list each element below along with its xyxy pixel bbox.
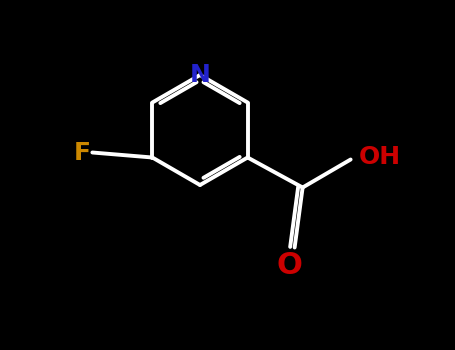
Text: N: N: [190, 63, 210, 87]
Text: OH: OH: [359, 146, 401, 169]
Text: O: O: [277, 251, 303, 280]
Text: F: F: [74, 140, 91, 164]
